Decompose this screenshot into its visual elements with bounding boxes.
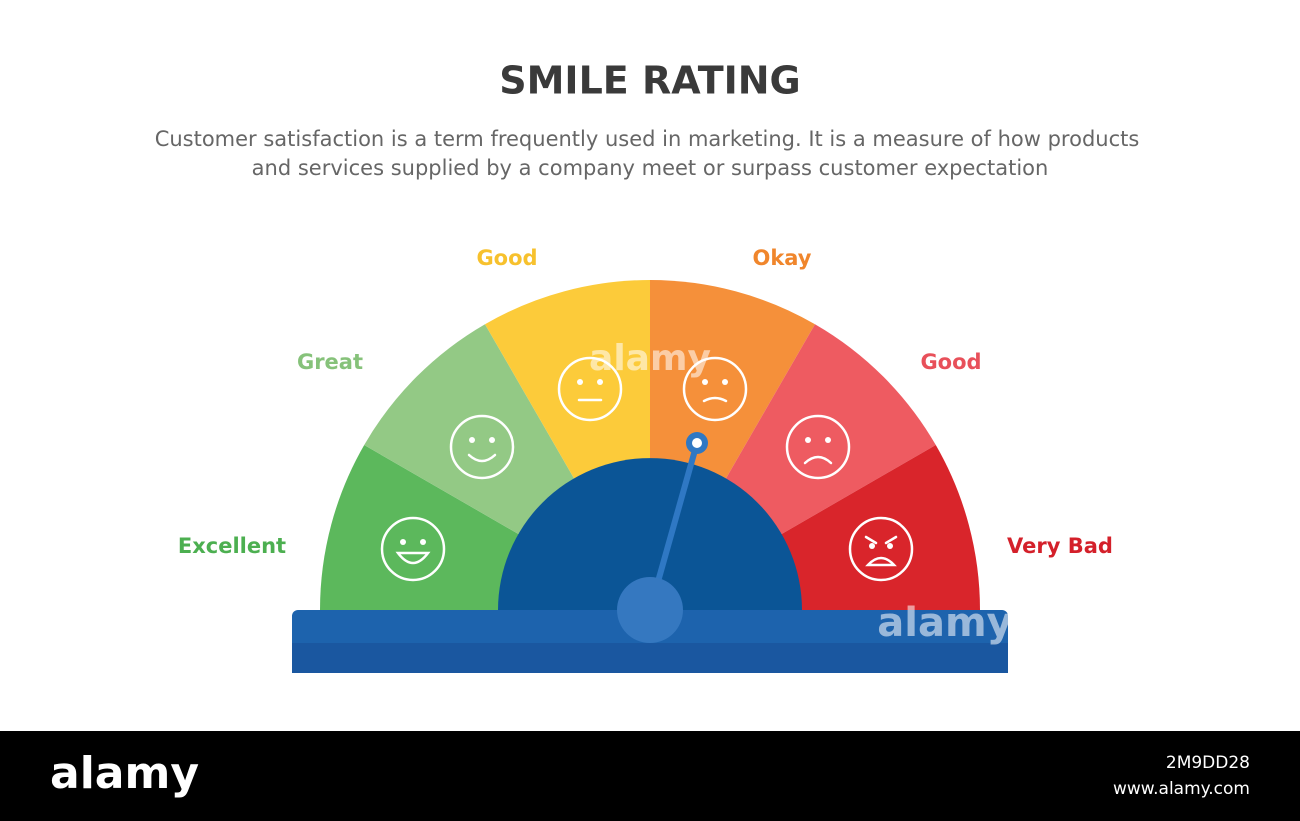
site-url: www.alamy.com bbox=[1113, 779, 1250, 799]
face-icon bbox=[449, 414, 515, 480]
face-outline bbox=[682, 356, 748, 422]
subtitle-line: Customer satisfaction is a term frequent… bbox=[155, 127, 1140, 151]
face-eye bbox=[489, 437, 495, 443]
needle-tip-inner bbox=[692, 438, 702, 448]
footer-band bbox=[0, 731, 1300, 821]
face-eye bbox=[420, 539, 426, 545]
face-eye bbox=[469, 437, 475, 443]
gauge: Excellent Great Good Okay Good Very Bad alamy a… bbox=[178, 246, 1113, 673]
watermark: alamy bbox=[877, 600, 1012, 646]
face-eye bbox=[577, 379, 583, 385]
face-icon bbox=[848, 516, 914, 582]
segment-label: Good bbox=[920, 350, 981, 374]
face-mouth bbox=[803, 455, 833, 465]
face-eye bbox=[597, 379, 603, 385]
footer-logo: alamy bbox=[50, 748, 199, 799]
gauge-base-shade bbox=[292, 643, 1008, 673]
needle-knob bbox=[617, 577, 683, 643]
segment-label: Very Bad bbox=[1007, 534, 1113, 558]
face-outline bbox=[785, 414, 851, 480]
face-icon bbox=[557, 356, 623, 422]
face-eye bbox=[825, 437, 831, 443]
gauge-hub bbox=[498, 458, 802, 610]
title: SMILE RATING bbox=[499, 59, 801, 103]
face-icon bbox=[380, 516, 446, 582]
face-eye bbox=[702, 379, 708, 385]
face-eye bbox=[805, 437, 811, 443]
face-mouth bbox=[865, 556, 897, 567]
watermark: alamy bbox=[589, 338, 711, 379]
face-icon bbox=[682, 356, 748, 422]
face-mouth bbox=[467, 453, 497, 463]
segment-label: Okay bbox=[752, 246, 811, 270]
segment-label: Excellent bbox=[178, 534, 286, 558]
face-outline bbox=[557, 356, 623, 422]
face-mouth bbox=[395, 551, 431, 565]
face-eye bbox=[400, 539, 406, 545]
face-outline bbox=[848, 516, 914, 582]
face-brow bbox=[864, 535, 898, 545]
subtitle-line: and services supplied by a company meet … bbox=[252, 156, 1049, 180]
face-outline bbox=[449, 414, 515, 480]
face-outline bbox=[380, 516, 446, 582]
segment-label: Good bbox=[476, 246, 537, 270]
segment-label: Great bbox=[297, 350, 363, 374]
face-eye bbox=[869, 543, 875, 549]
face-icon bbox=[785, 414, 851, 480]
image-id: 2M9DD28 bbox=[1166, 753, 1250, 773]
face-eye bbox=[887, 543, 893, 549]
face-eye bbox=[722, 379, 728, 385]
face-mouth bbox=[702, 396, 728, 403]
